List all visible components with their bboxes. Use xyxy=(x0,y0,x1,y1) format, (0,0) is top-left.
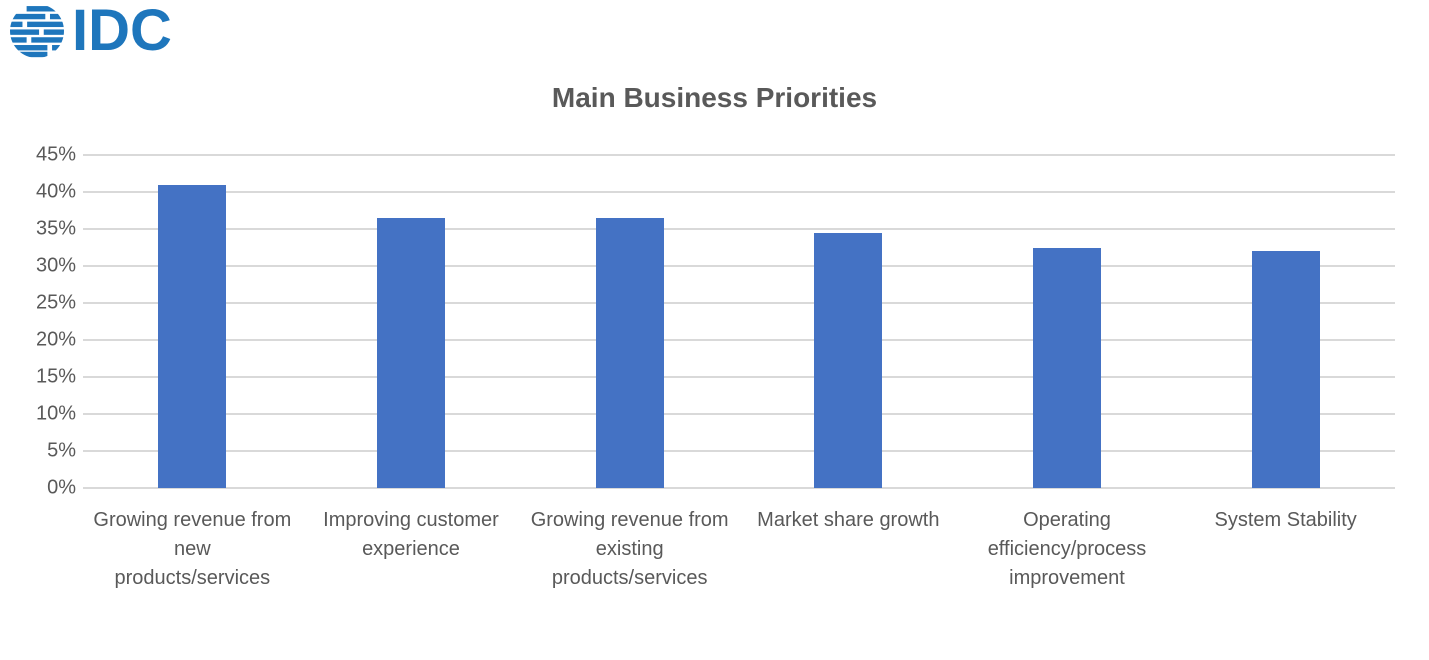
gridline xyxy=(83,450,1395,452)
gridline xyxy=(83,191,1395,193)
idc-logo-text: IDC xyxy=(72,0,172,63)
x-category-label: Operating efficiency/process improvement xyxy=(987,509,1147,589)
x-category-label: Growing revenue from existing products/ser… xyxy=(530,509,729,589)
plot-area xyxy=(83,154,1395,489)
y-tick-label: 25% xyxy=(35,291,76,314)
idc-logo: IDC xyxy=(10,0,172,63)
x-category-label: System Stability xyxy=(1214,509,1357,531)
y-tick-label: 10% xyxy=(35,402,76,425)
gridline xyxy=(83,265,1395,267)
chart-title: Main Business Priorities xyxy=(551,82,878,113)
x-category-label: Improving customer experience xyxy=(323,509,499,560)
y-tick-label: 15% xyxy=(35,365,76,388)
y-axis-labels: 0% 5% 10% 15% 20% 25% 30% 35% 40% 45% xyxy=(0,144,76,499)
y-tick-label: 40% xyxy=(35,180,76,203)
bar xyxy=(595,217,664,488)
bar xyxy=(158,184,227,488)
gridline xyxy=(83,376,1395,378)
y-tick-label: 0% xyxy=(47,476,76,499)
bar xyxy=(1033,247,1101,488)
gridline xyxy=(83,339,1395,341)
gridline xyxy=(83,413,1395,415)
gridline xyxy=(83,302,1395,304)
x-category-label: Growing revenue from new products/services xyxy=(93,509,292,589)
gridline xyxy=(83,228,1395,230)
gridline xyxy=(83,487,1395,489)
y-tick-label: 45% xyxy=(35,143,76,166)
bar xyxy=(1251,251,1320,488)
y-tick-label: 30% xyxy=(35,254,76,277)
bar xyxy=(814,232,883,488)
idc-globe-icon xyxy=(10,6,64,58)
y-tick-label: 35% xyxy=(35,217,76,240)
bar xyxy=(377,217,445,488)
y-tick-label: 20% xyxy=(35,328,76,351)
x-axis-labels: Growing revenue from new products/services… xyxy=(83,506,1395,626)
x-category-label: Market share growth xyxy=(757,509,940,531)
gridline xyxy=(83,154,1395,156)
y-tick-label: 5% xyxy=(47,439,76,462)
